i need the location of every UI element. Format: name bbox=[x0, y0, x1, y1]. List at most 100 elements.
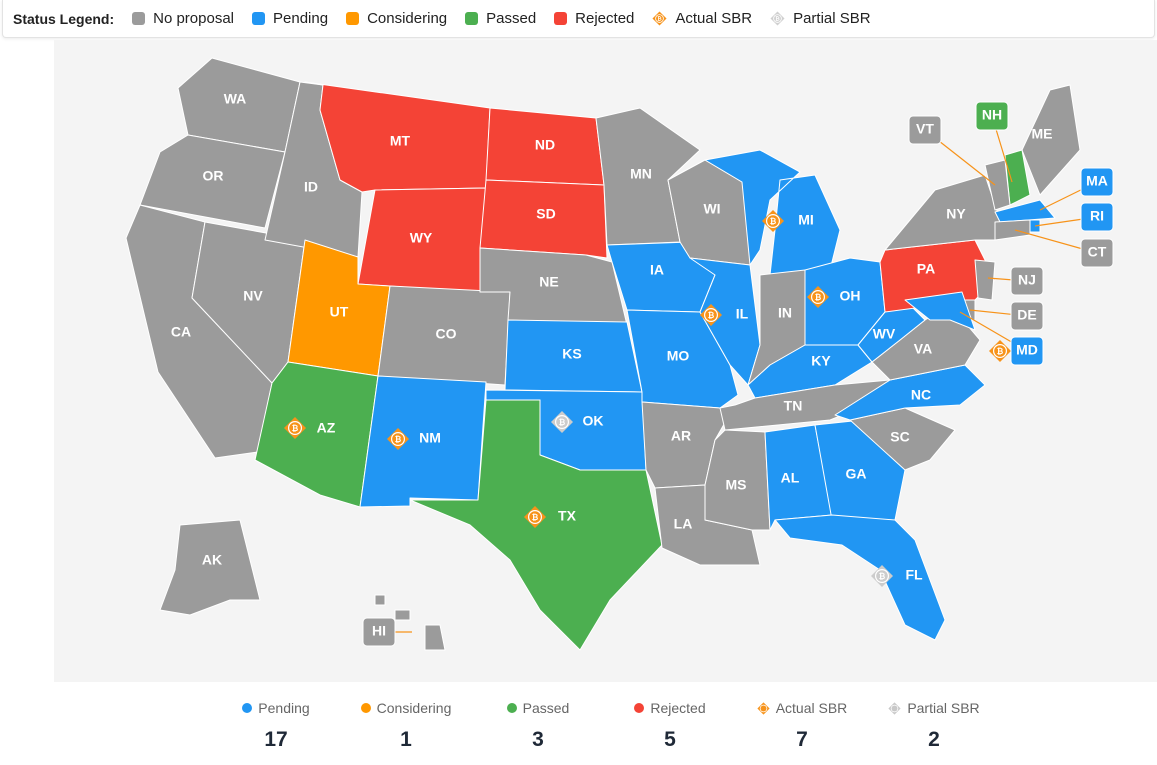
state-label-me: ME bbox=[1032, 126, 1053, 142]
svg-text:₿: ₿ bbox=[708, 311, 715, 320]
state-label-ok: OK bbox=[583, 413, 604, 429]
bitcoin-orange-icon: ₿ bbox=[762, 210, 784, 232]
state-label-ne: NE bbox=[539, 274, 558, 290]
state-fl[interactable] bbox=[774, 514, 946, 641]
stat-actual-sbr: Actual SBR 7 bbox=[736, 700, 868, 752]
state-label-az: AZ bbox=[317, 420, 336, 436]
state-or[interactable] bbox=[139, 134, 286, 229]
legend-label-passed: Passed bbox=[486, 10, 537, 27]
state-label-ia: IA bbox=[650, 262, 664, 278]
state-sd[interactable] bbox=[479, 179, 608, 259]
callout-ri[interactable]: RI bbox=[1080, 202, 1114, 232]
stat-passed: Passed 3 bbox=[472, 700, 604, 752]
callout-label-hi: HI bbox=[372, 623, 386, 639]
state-label-nv: NV bbox=[243, 288, 263, 304]
state-label-or: OR bbox=[203, 168, 224, 184]
stat-label-actual-sbr: Actual SBR bbox=[775, 700, 848, 716]
legend-swatch-pending bbox=[252, 12, 266, 25]
state-label-wi: WI bbox=[703, 201, 720, 217]
callout-label-nh: NH bbox=[982, 107, 1002, 123]
svg-text:₿: ₿ bbox=[770, 217, 777, 226]
callout-md[interactable]: MD bbox=[1010, 336, 1044, 366]
svg-text:₿: ₿ bbox=[395, 435, 402, 444]
stat-value-rejected: 5 bbox=[664, 728, 676, 751]
legend-label-considering: Considering bbox=[367, 10, 448, 27]
bitcoin-orange-icon: ₿ bbox=[700, 304, 722, 326]
state-ny[interactable] bbox=[884, 174, 1001, 251]
state-label-sc: SC bbox=[890, 429, 909, 445]
callout-vt[interactable]: VT bbox=[908, 115, 942, 145]
stat-label-considering: Considering bbox=[376, 700, 452, 716]
state-vt[interactable] bbox=[984, 159, 1011, 211]
stat-label-rejected: Rejected bbox=[650, 700, 706, 716]
state-label-oh: OH bbox=[840, 288, 861, 304]
state-label-id: ID bbox=[304, 179, 318, 195]
callout-label-ri: RI bbox=[1090, 208, 1104, 224]
state-label-pa: PA bbox=[917, 261, 935, 277]
bitcoin-orange-icon: ₿ bbox=[284, 417, 306, 439]
stat-dot-considering bbox=[360, 703, 371, 713]
callout-ma[interactable]: MA bbox=[1080, 167, 1114, 197]
bitcoin-orange-icon: ₿ bbox=[524, 506, 546, 528]
legend-item-rejected: Rejected bbox=[554, 10, 634, 27]
legend-label-no-proposal: No proposal bbox=[153, 10, 235, 27]
stat-value-pending: 17 bbox=[264, 728, 288, 751]
callout-nj[interactable]: NJ bbox=[1010, 266, 1044, 296]
state-nm[interactable] bbox=[359, 375, 487, 508]
callout-de[interactable]: DE bbox=[1010, 301, 1044, 331]
bitcoin-orange-icon: ₿ bbox=[652, 11, 667, 26]
callout-label-de: DE bbox=[1017, 307, 1036, 323]
svg-text:₿: ₿ bbox=[997, 347, 1004, 356]
state-ct[interactable] bbox=[994, 219, 1031, 241]
bitcoin-gray-icon: ₿ bbox=[770, 11, 785, 26]
state-label-tx: TX bbox=[558, 508, 577, 524]
state-label-ny: NY bbox=[946, 206, 966, 222]
legend-item-partial-sbr: ₿ Partial SBR bbox=[770, 10, 871, 27]
legend-swatch-passed bbox=[465, 12, 479, 25]
state-me[interactable] bbox=[1021, 84, 1081, 196]
bitcoin-orange-icon: ₿ bbox=[989, 340, 1011, 362]
state-label-ky: KY bbox=[811, 353, 831, 369]
callout-hi[interactable]: HI bbox=[362, 617, 396, 647]
state-hi[interactable] bbox=[374, 594, 446, 651]
legend-swatch-no-proposal bbox=[132, 12, 146, 25]
state-ak[interactable] bbox=[159, 519, 261, 616]
stat-value-considering: 1 bbox=[400, 728, 412, 751]
callout-ct[interactable]: CT bbox=[1080, 238, 1114, 268]
state-label-mo: MO bbox=[667, 348, 690, 364]
svg-text:₿: ₿ bbox=[815, 293, 822, 302]
svg-text:₿: ₿ bbox=[879, 572, 886, 581]
callout-nh[interactable]: NH bbox=[975, 101, 1009, 131]
stat-rejected: Rejected 5 bbox=[604, 700, 736, 752]
state-il[interactable] bbox=[689, 257, 761, 386]
legend-label-partial-sbr: Partial SBR bbox=[793, 10, 871, 27]
state-label-va: VA bbox=[914, 341, 932, 357]
state-label-ca: CA bbox=[171, 324, 191, 340]
state-ms[interactable] bbox=[704, 429, 771, 531]
stat-dot-pending bbox=[242, 703, 253, 713]
svg-text:₿: ₿ bbox=[775, 15, 780, 22]
status-legend: Status Legend: No proposal Pending Consi… bbox=[2, 0, 1155, 38]
state-md[interactable] bbox=[904, 291, 976, 331]
stat-value-passed: 3 bbox=[532, 728, 544, 751]
state-label-al: AL bbox=[781, 470, 800, 486]
state-nj[interactable] bbox=[974, 259, 996, 301]
legend-label-pending: Pending bbox=[273, 10, 329, 27]
stat-value-partial-sbr: 2 bbox=[928, 728, 940, 751]
state-label-ga: GA bbox=[846, 466, 867, 482]
state-label-nc: NC bbox=[911, 387, 931, 403]
state-label-fl: FL bbox=[905, 567, 923, 583]
stat-pending: Pending 17 bbox=[210, 700, 342, 752]
stat-partial-sbr: Partial SBR 2 bbox=[868, 700, 1000, 752]
callout-label-vt: VT bbox=[916, 121, 934, 137]
callout-label-ct: CT bbox=[1088, 244, 1107, 260]
state-ma[interactable] bbox=[994, 199, 1056, 223]
state-label-sd: SD bbox=[536, 206, 555, 222]
state-label-wa: WA bbox=[224, 91, 247, 107]
stat-value-actual-sbr: 7 bbox=[796, 728, 808, 751]
legend-item-considering: Considering bbox=[346, 10, 447, 27]
state-label-la: LA bbox=[674, 516, 693, 532]
bitcoin-orange-icon: ₿ bbox=[387, 428, 409, 450]
bitcoin-orange-icon: ₿ bbox=[807, 286, 829, 308]
state-label-ar: AR bbox=[671, 428, 691, 444]
